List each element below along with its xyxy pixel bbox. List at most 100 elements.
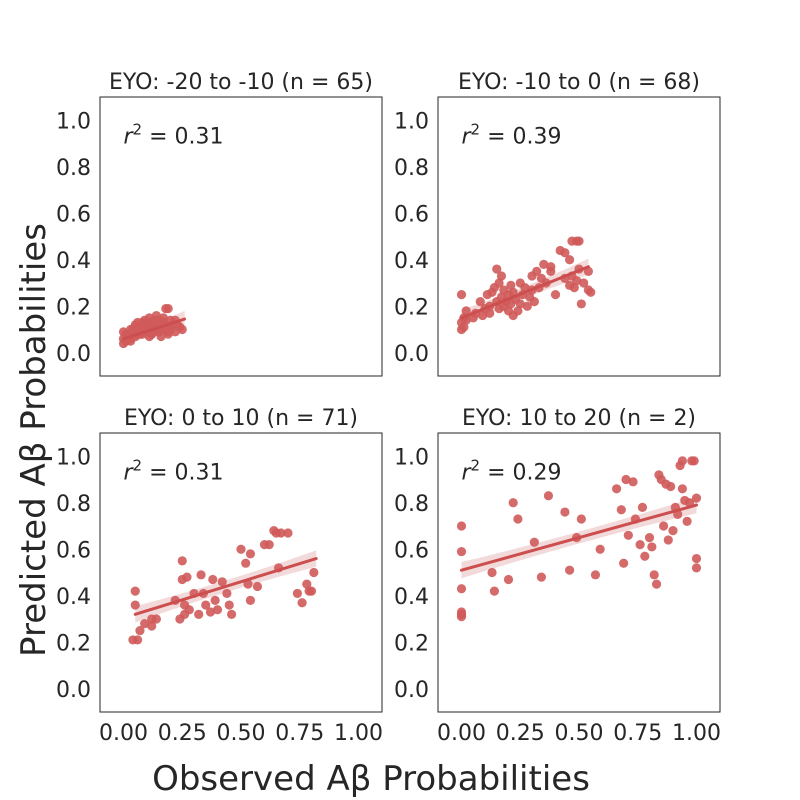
data-point [210, 595, 220, 606]
data-point [133, 635, 143, 645]
data-point [478, 310, 488, 321]
data-point [177, 556, 187, 566]
plot-frame [437, 432, 721, 713]
data-point [550, 290, 561, 300]
data-point [663, 535, 673, 545]
data-point [579, 278, 589, 288]
subplot-1: EYO: -20 to -10 (n = 65) r2 = 0.31 0.0 0.2 0… [56, 70, 383, 377]
data-point [205, 607, 216, 617]
y-tick-label: 0.6 [56, 202, 91, 227]
data-point [616, 505, 626, 515]
data-point [236, 544, 246, 554]
r-squared-annotation: r2 = 0.39 [462, 121, 562, 150]
x-tick-label: 1.00 [334, 721, 383, 746]
data-point [297, 598, 307, 608]
y-tick-label: 0.6 [394, 202, 429, 227]
data-point [184, 605, 194, 615]
data-point [151, 614, 161, 624]
data-point [689, 456, 699, 466]
data-point [539, 259, 549, 269]
data-point [572, 276, 582, 286]
y-tick-label: 0.6 [56, 538, 91, 563]
x-axis-label: Observed Aβ Probabilities [152, 759, 590, 799]
data-point [177, 324, 187, 335]
data-point [508, 498, 518, 508]
r-squared-annotation: r2 = 0.31 [124, 457, 224, 486]
y-tick-label: 0.6 [394, 538, 429, 563]
y-tick-label: 0.0 [56, 678, 91, 703]
data-point [691, 493, 702, 503]
data-point [623, 530, 633, 540]
data-point [513, 514, 523, 524]
data-point [163, 329, 173, 339]
data-point [640, 551, 650, 561]
data-point [522, 301, 532, 311]
data-point [677, 456, 688, 466]
data-point [494, 278, 504, 288]
regression-line [460, 503, 698, 572]
data-point [682, 516, 692, 526]
data-point [182, 572, 192, 582]
data-point [506, 280, 516, 290]
y-tick-label: 1.0 [394, 445, 429, 470]
r-squared-annotation: r2 = 0.31 [124, 121, 224, 150]
data-point [264, 540, 274, 550]
data-point [576, 514, 586, 524]
y-tick-label: 0.4 [56, 249, 91, 274]
data-point [456, 546, 467, 557]
x-tick-label: 0.50 [555, 721, 604, 746]
data-point [574, 236, 584, 246]
data-point [565, 255, 575, 265]
data-point [666, 481, 676, 492]
data-point [628, 477, 638, 487]
data-point [217, 577, 227, 587]
x-tick-label: 0.25 [158, 721, 207, 746]
y-tick-label: 0.8 [56, 156, 91, 181]
subplot-3: EYO: 0 to 10 (n = 71) r2 = 0.31 0.0 0.2 0.4 0… [56, 406, 383, 746]
data-point [492, 264, 502, 274]
data-point [647, 542, 657, 552]
data-point [532, 266, 542, 276]
data-point [456, 290, 467, 300]
data-point [691, 563, 702, 573]
data-point [163, 303, 173, 314]
data-point [196, 570, 206, 580]
y-tick-label: 0.2 [394, 631, 429, 656]
data-point [529, 537, 539, 547]
x-tick-label: 1.00 [672, 721, 721, 746]
y-tick-label: 0.8 [56, 492, 91, 517]
subplot-title: EYO: 0 to 10 (n = 71) [124, 406, 358, 431]
regression-line [122, 317, 187, 341]
data-point [208, 574, 218, 585]
data-point [560, 248, 570, 258]
y-tick-label: 0.8 [394, 492, 429, 517]
data-point [637, 502, 648, 512]
data-point [489, 586, 499, 596]
x-tick-label: 0.00 [437, 721, 486, 746]
plot-frame [99, 432, 383, 713]
y-tick-label: 0.2 [394, 295, 429, 320]
data-point [309, 567, 319, 578]
y-tick-label: 0.0 [56, 342, 91, 367]
data-point [536, 572, 547, 582]
data-point [252, 581, 263, 592]
regression-line [460, 265, 590, 320]
data-point [503, 574, 514, 585]
data-point [201, 600, 211, 610]
subplots: EYO: -20 to -10 (n = 65) r2 = 0.31 0.0 0.2 0… [56, 70, 721, 746]
data-point [130, 600, 140, 610]
y-tick-label: 1.0 [394, 109, 429, 134]
data-point [135, 626, 145, 636]
subplot-2: EYO: -10 to 0 (n = 68) r2 = 0.39 0.0 0.2 0.4… [394, 70, 721, 377]
data-point [565, 565, 575, 575]
y-tick-label: 0.2 [56, 295, 91, 320]
y-tick-label: 0.0 [394, 342, 429, 367]
y-tick-label: 0.4 [394, 585, 429, 610]
data-point [529, 297, 539, 307]
data-point [595, 544, 605, 554]
subplot-4: EYO: 10 to 20 (n = 2) r2 = 0.29 0.0 0.2 0.4 0… [394, 406, 721, 746]
data-point [227, 609, 237, 619]
data-point [245, 549, 255, 559]
data-point [459, 322, 469, 332]
data-point [147, 621, 157, 631]
